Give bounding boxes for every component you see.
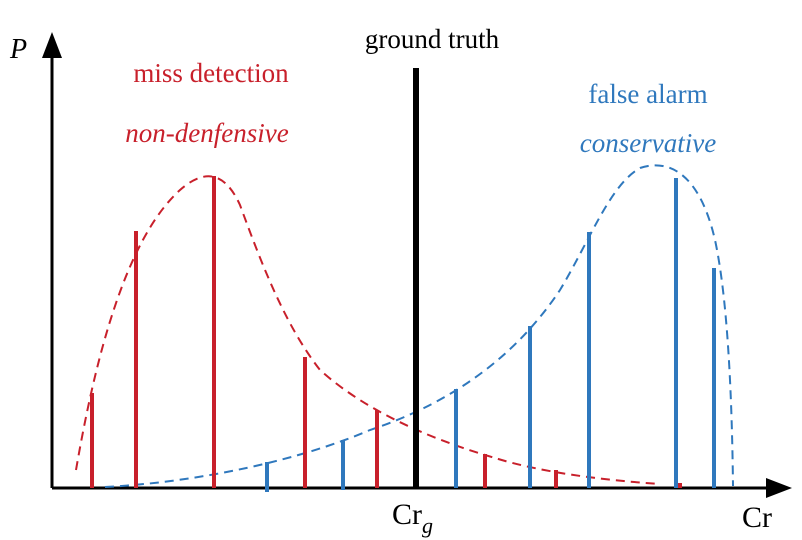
axes	[42, 32, 792, 498]
miss-detection-label: miss detection	[133, 58, 289, 88]
cr-g-base: Cr	[392, 498, 422, 531]
false-alarm-label: false alarm	[588, 79, 707, 109]
blue-samples	[265, 178, 716, 492]
x-axis-label: Cr	[742, 501, 772, 534]
cr-g-label: Crg	[392, 498, 433, 538]
y-axis-label: P	[9, 34, 27, 65]
red-samples	[90, 176, 682, 488]
ground-truth-label: ground truth	[365, 24, 500, 54]
red-distribution-curve	[75, 175, 661, 485]
conservative-label: conservative	[580, 128, 716, 158]
non-defensive-label: non-denfensive	[125, 118, 288, 148]
cr-g-subscript: g	[422, 513, 433, 538]
x-axis-arrow	[766, 478, 792, 498]
blue-distribution-curve	[104, 164, 734, 488]
y-axis-arrow	[42, 32, 62, 58]
